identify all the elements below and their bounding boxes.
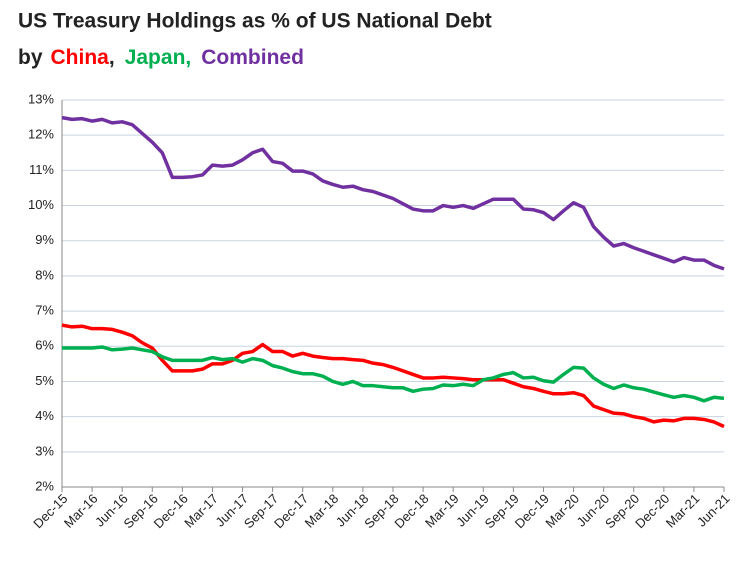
y-tick-label: 7% [35,303,54,318]
subtitle-text: by [18,46,43,69]
y-tick-label: 2% [35,478,54,493]
x-tick-label: Mar-17 [181,491,221,531]
chart-subtitle: by China, Japan, Combined [18,46,304,69]
legend-entry: China [51,46,110,69]
line-series [61,323,725,429]
legend-entry: Combined [201,46,304,69]
x-tick-label: Mar-20 [542,491,582,531]
y-tick-label: 3% [35,443,54,458]
x-tick-label: Dec-16 [151,491,191,531]
chart-title: US Treasury Holdings as % of US National… [18,10,492,33]
x-tick-label: Mar-19 [422,491,462,531]
y-tick-label: 4% [35,408,54,423]
x-tick-label: Mar-21 [663,491,703,531]
x-tick-label: Dec-15 [30,491,70,531]
x-tick-label: Dec-19 [512,491,552,531]
legend-separator: , [185,46,191,69]
y-tick-label: 11% [29,162,54,177]
y-tick-label: 8% [35,267,54,282]
x-tick-label: Dec-17 [271,491,311,531]
y-tick-label: 6% [35,338,54,353]
x-tick-label: Mar-16 [61,491,101,531]
y-tick-label: 10% [28,197,54,212]
line-series [61,115,725,271]
y-tick-label: 9% [35,232,54,247]
x-tick-label: Mar-18 [302,491,342,531]
x-tick-label: Dec-18 [391,491,431,531]
legend-separator: , [109,46,115,69]
y-tick-label: 13% [28,91,54,106]
y-tick-label: 5% [35,373,54,388]
line-series [62,345,725,403]
y-tick-label: 12% [28,127,54,142]
x-tick-label: Dec-20 [632,491,672,531]
x-tick-label: Jun-21 [694,491,733,530]
legend-entry: Japan [125,46,186,69]
